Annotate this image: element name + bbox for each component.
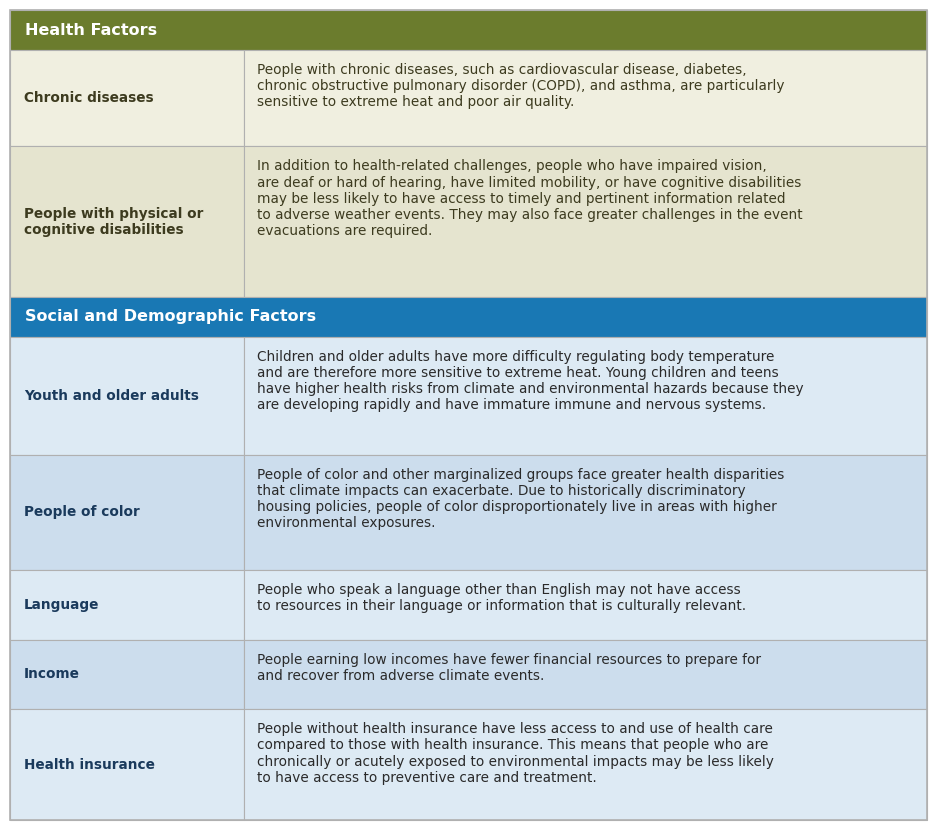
Bar [243, 50, 926, 146]
Text: People with physical or
cognitive disabilities: People with physical or cognitive disabi… [24, 207, 203, 237]
Text: Health insurance: Health insurance [24, 758, 154, 772]
Text: Income: Income [24, 667, 80, 681]
Bar [10, 146, 243, 297]
Bar [10, 50, 243, 146]
Bar [10, 709, 243, 820]
Bar [10, 455, 243, 570]
Bar [243, 146, 926, 297]
Text: People earning low incomes have fewer financial resources to prepare for
and rec: People earning low incomes have fewer fi… [256, 652, 760, 683]
Text: In addition to health-related challenges, people who have impaired vision,
are d: In addition to health-related challenges… [256, 159, 801, 238]
Text: People of color and other marginalized groups face greater health disparities
th: People of color and other marginalized g… [256, 467, 783, 530]
Text: Children and older adults have more difficulty regulating body temperature
and a: Children and older adults have more diff… [256, 350, 802, 413]
Text: Social and Demographic Factors: Social and Demographic Factors [25, 310, 315, 325]
Text: Chronic diseases: Chronic diseases [24, 91, 154, 105]
Text: People of color: People of color [24, 505, 139, 520]
Bar [10, 297, 926, 337]
Text: People without health insurance have less access to and use of health care
compa: People without health insurance have les… [256, 722, 773, 784]
Bar [243, 709, 926, 820]
Bar [243, 455, 926, 570]
Text: People who speak a language other than English may not have access
to resources : People who speak a language other than E… [256, 583, 745, 613]
Bar [10, 337, 243, 455]
Text: Youth and older adults: Youth and older adults [24, 388, 198, 403]
Text: Language: Language [24, 598, 99, 612]
Bar [10, 640, 243, 709]
Bar [243, 640, 926, 709]
Text: People with chronic diseases, such as cardiovascular disease, diabetes,
chronic : People with chronic diseases, such as ca… [256, 63, 783, 110]
Bar [10, 10, 926, 50]
Text: Health Factors: Health Factors [25, 22, 157, 37]
Bar [243, 570, 926, 640]
Bar [243, 337, 926, 455]
Bar [10, 570, 243, 640]
